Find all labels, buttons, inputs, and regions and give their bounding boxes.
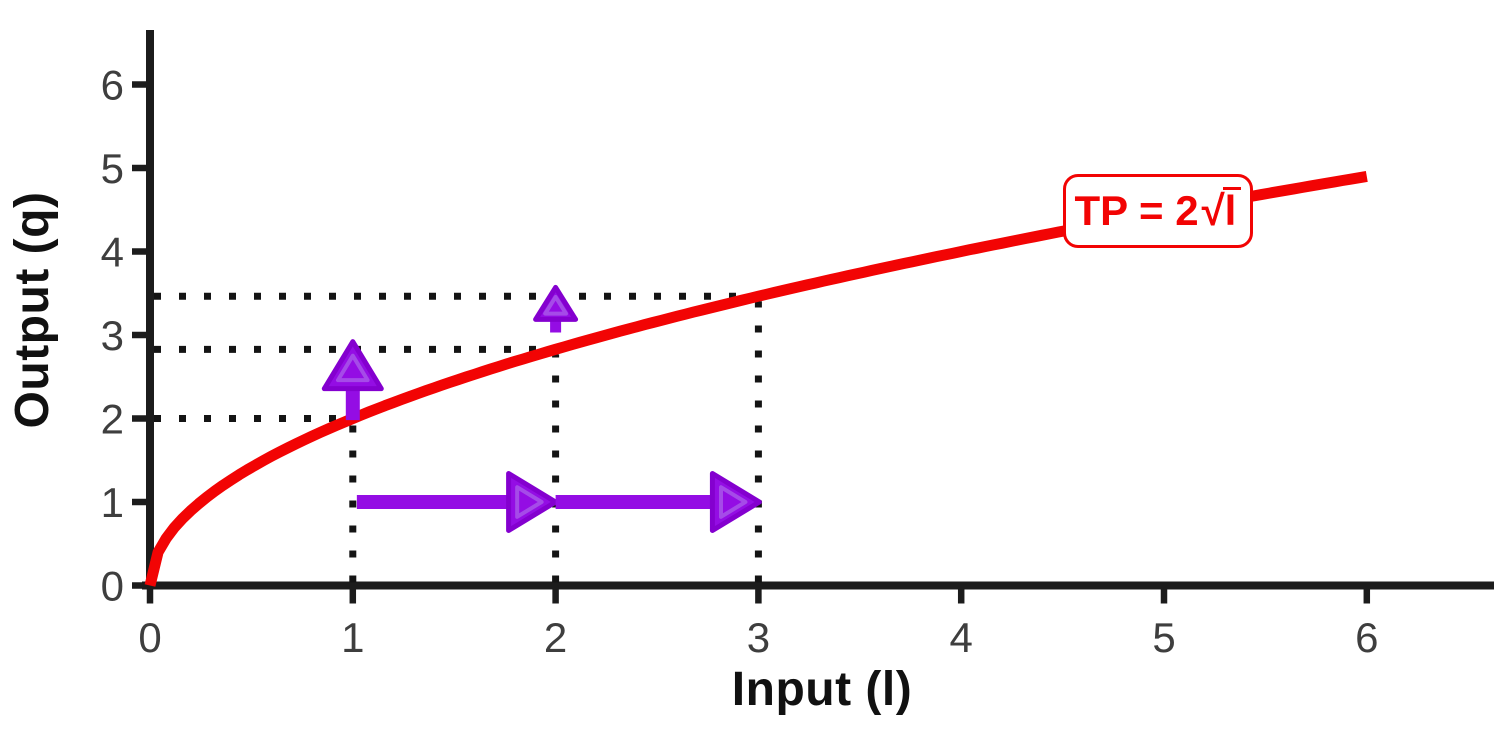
y-tick-label-4: 4 [101,229,124,276]
y-tick-label-1: 1 [101,479,124,526]
input-step-1-to-2-ghost [515,485,544,519]
output-gain-at-2-ghost [543,294,568,316]
x-tick-label-3: 3 [747,614,770,661]
y-tick-label-3: 3 [101,312,124,359]
y-tick-label-0: 0 [101,563,124,610]
x-tick-label-1: 1 [341,614,364,661]
equation-prefix: TP = 2 [1074,186,1199,234]
y-tick-label-2: 2 [101,396,124,443]
x-tick-label-0: 0 [138,614,161,661]
y-tick-label-5: 5 [101,145,124,192]
x-tick-label-5: 5 [1152,614,1175,661]
curve-equation-label: TP = 2 √ l [1062,173,1253,248]
y-tick-label-6: 6 [101,62,124,109]
x-axis-label: Input (l) [731,663,913,716]
radical-icon: √ [1201,186,1225,234]
x-tick-label-4: 4 [950,614,973,661]
x-tick-label-2: 2 [544,614,567,661]
output-gain-at-1-ghost [335,353,370,383]
equation-radicand: l [1222,187,1242,232]
x-tick-label-6: 6 [1355,614,1378,661]
input-step-2-to-3-ghost [718,485,748,519]
y-axis-label: Output (q) [6,191,59,429]
